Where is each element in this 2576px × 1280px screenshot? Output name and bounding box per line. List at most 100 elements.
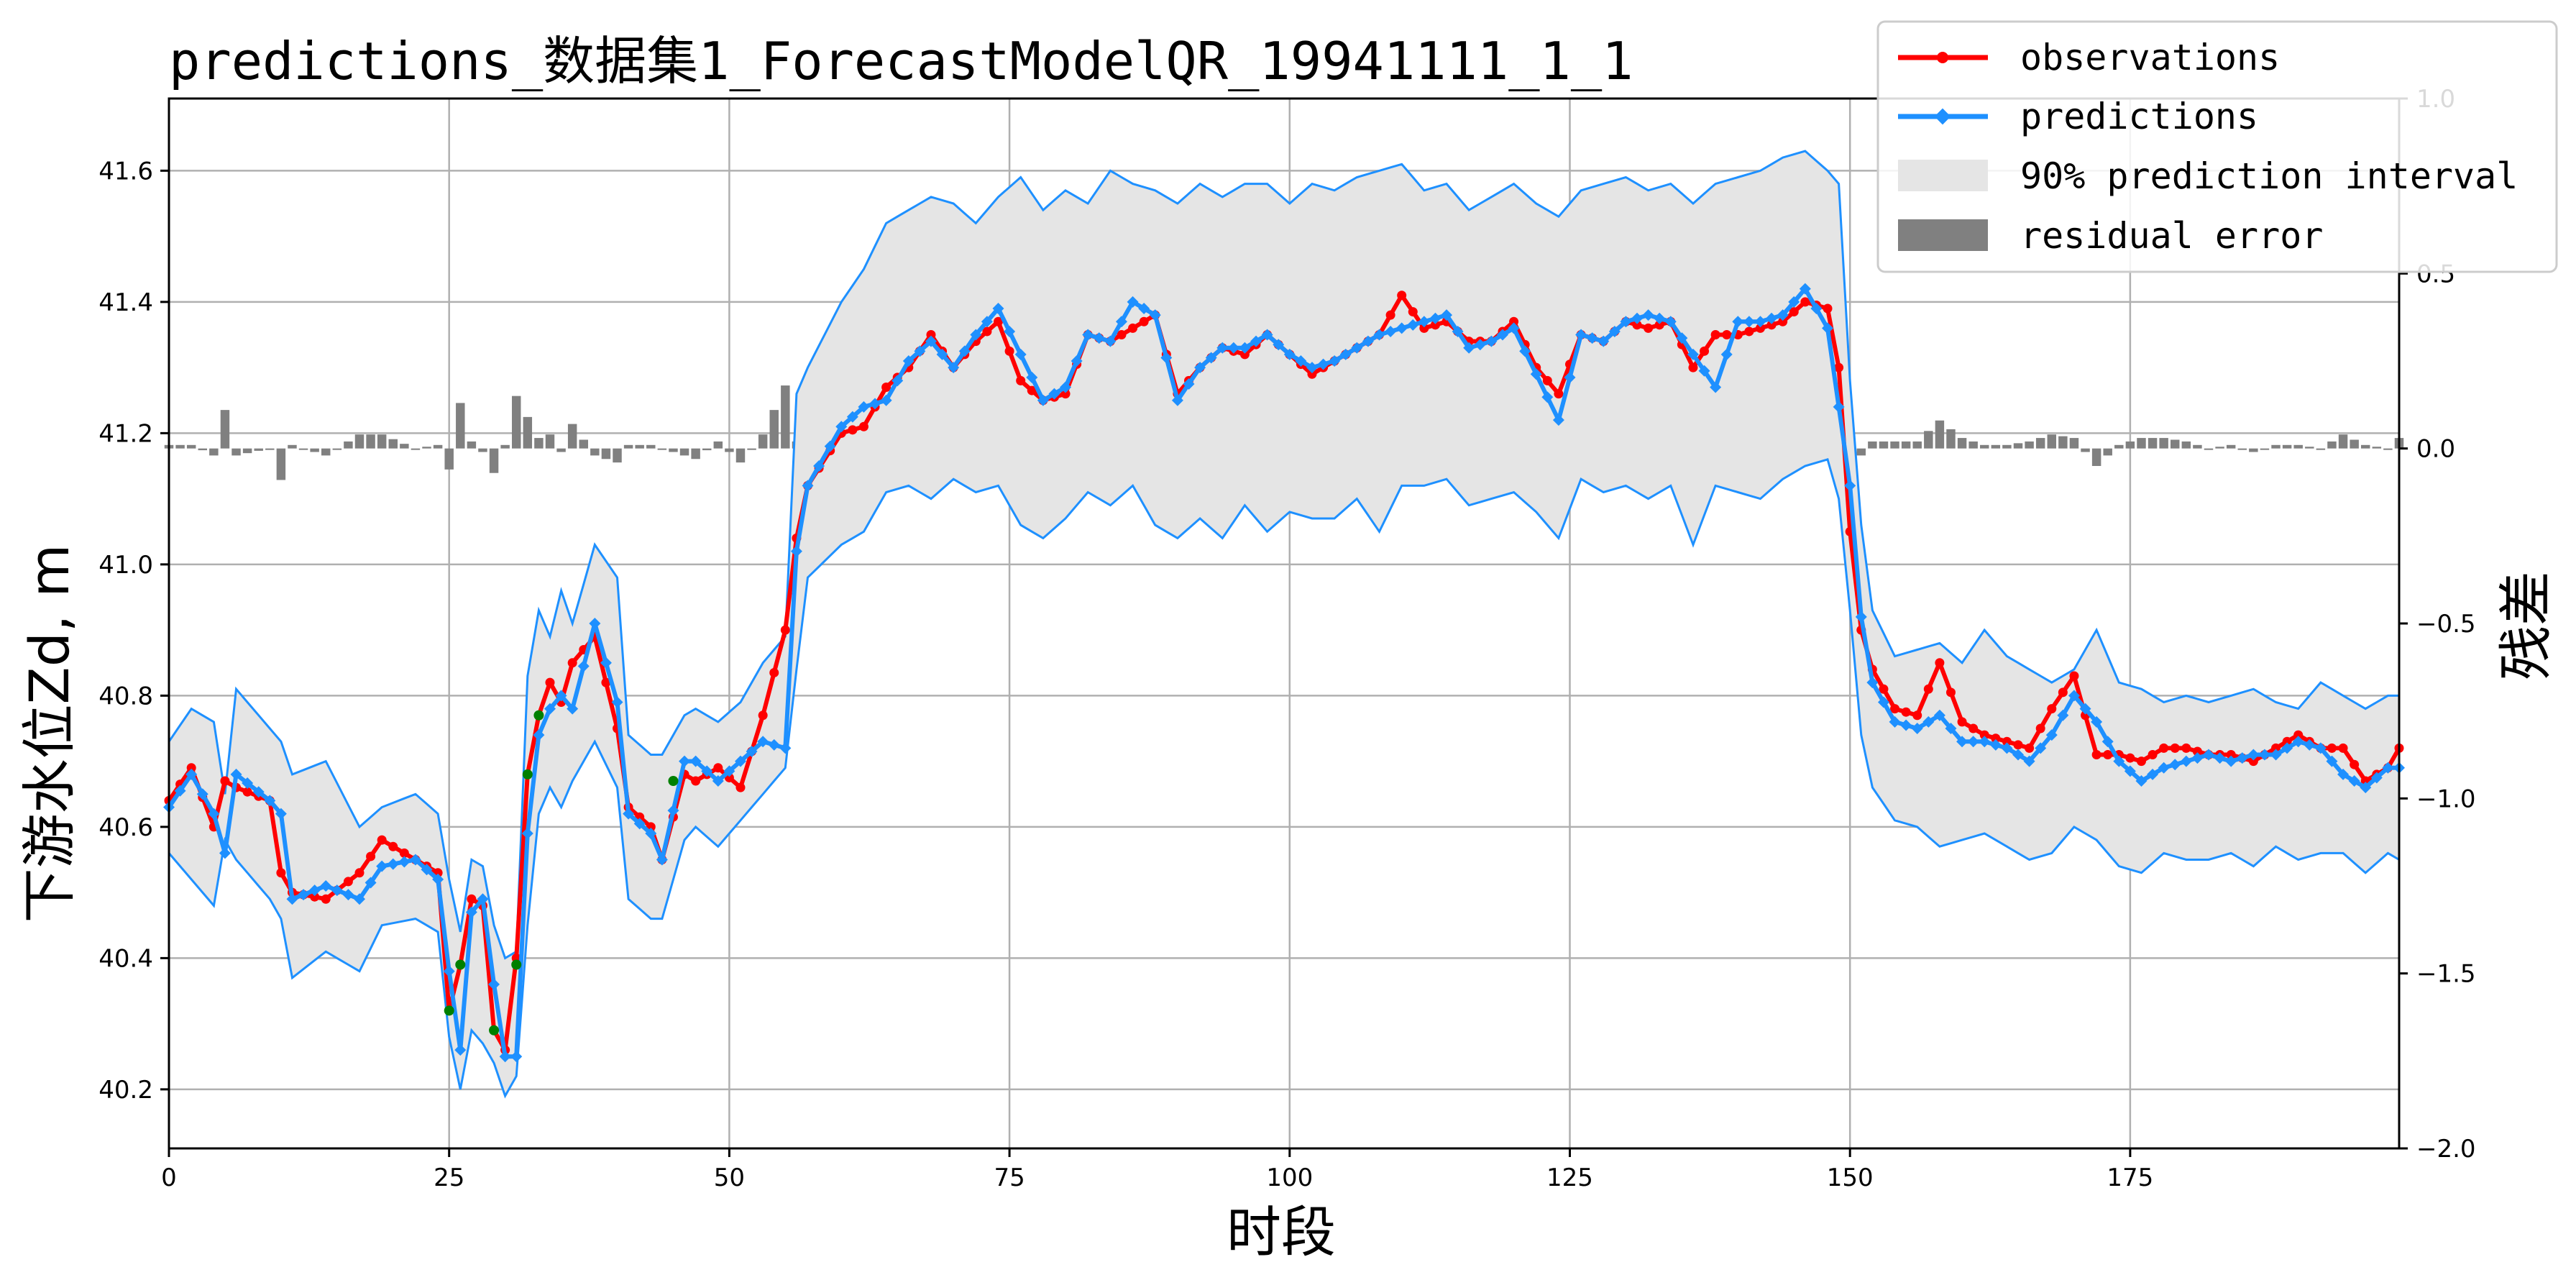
prediction-point: [1060, 381, 1072, 393]
observation-point: [2148, 750, 2158, 759]
prediction-point: [2035, 742, 2047, 754]
observation-point: [343, 877, 353, 887]
prediction-point: [252, 786, 265, 798]
prediction-point: [1395, 322, 1408, 334]
observation-point: [881, 383, 891, 392]
prediction-point: [1329, 355, 1341, 367]
residual-bar: [1912, 441, 1922, 449]
prediction-point: [2191, 752, 2204, 764]
prediction-point: [432, 873, 444, 885]
prediction-point: [1283, 348, 1296, 360]
observation-point: [1060, 389, 1071, 399]
prediction-point: [1339, 348, 1352, 360]
prediction-point: [2360, 782, 2372, 794]
prediction-point: [1631, 312, 1644, 324]
legend-observations-marker: [1937, 52, 1948, 63]
prediction-point: [2124, 765, 2136, 777]
residual-bar: [265, 448, 275, 450]
observation-point: [1632, 320, 1642, 330]
prediction-point: [2337, 768, 2350, 780]
prediction-point: [656, 854, 668, 866]
prediction-point: [2001, 742, 2013, 754]
prediction-point: [880, 394, 892, 406]
prediction-point: [1093, 332, 1105, 344]
prediction-point: [802, 480, 814, 492]
prediction-point: [2079, 703, 2091, 715]
residual-bar: [2025, 441, 2034, 449]
observation-point: [1945, 687, 1956, 698]
residual-bar: [2282, 444, 2292, 449]
residual-bar: [601, 448, 611, 460]
observation-point: [2350, 759, 2360, 769]
residual-bar: [288, 444, 297, 449]
outside-interval-point: [455, 959, 466, 970]
prediction-point: [623, 808, 635, 820]
prediction-point: [813, 460, 825, 472]
prediction-point: [1071, 355, 1083, 367]
y-tick-label: 40.8: [98, 682, 153, 710]
observation-point: [1430, 320, 1440, 330]
residual-bar: [2249, 448, 2258, 452]
observation-point: [1834, 362, 1844, 372]
prediction-point: [1183, 378, 1195, 390]
prediction-point: [454, 1044, 467, 1056]
prediction-point: [376, 860, 388, 872]
prediction-point: [1530, 368, 1542, 380]
observation-point: [769, 667, 779, 677]
prediction-point: [2147, 768, 2159, 780]
prediction-point: [1048, 388, 1060, 400]
residual-bar: [623, 444, 633, 449]
observation-point: [1117, 330, 1127, 339]
observation-point: [691, 776, 701, 786]
legend-residual-label: residual error: [2020, 215, 2323, 257]
residual-bar: [2125, 441, 2135, 449]
prediction-point: [1541, 391, 1554, 403]
prediction-point: [174, 785, 186, 797]
prediction-point: [1373, 329, 1385, 341]
x-tick-label: 25: [434, 1164, 464, 1192]
prediction-point: [1037, 394, 1049, 406]
residual-bar: [254, 448, 263, 451]
prediction-point: [1743, 316, 1755, 328]
residual-bar: [511, 396, 521, 449]
prediction-point: [533, 729, 545, 741]
observation-point: [1644, 323, 1654, 333]
prediction-point: [1866, 677, 1879, 689]
residual-bar: [232, 448, 241, 456]
residual-bar: [422, 447, 431, 449]
prediction-point: [768, 739, 780, 751]
prediction-point: [1732, 316, 1744, 328]
residual-bar: [545, 434, 555, 449]
prediction-point: [2348, 775, 2360, 787]
legend: observations predictions 90% prediction …: [1876, 20, 2558, 273]
prediction-point: [2135, 775, 2148, 787]
residual-bar: [725, 448, 734, 452]
y2-axis-label: 残差: [2494, 571, 2558, 680]
observation-point: [1408, 307, 1418, 317]
outside-interval-point: [444, 1005, 454, 1016]
observation-point: [926, 330, 936, 339]
residual-bar: [444, 448, 454, 470]
observation-point: [2170, 743, 2180, 753]
residual-bar: [747, 448, 756, 450]
residual-bar: [2305, 447, 2314, 449]
observation-point: [1879, 684, 1889, 694]
observation-point: [1385, 310, 1395, 320]
outside-interval-point: [489, 1025, 500, 1036]
legend-interval-label: 90% prediction interval: [2020, 155, 2518, 197]
prediction-point: [2292, 736, 2304, 748]
prediction-point: [858, 401, 870, 413]
observation-point: [2103, 750, 2113, 759]
residual-bar: [456, 403, 465, 449]
prediction-point: [2370, 772, 2383, 784]
residual-bar: [713, 441, 723, 449]
prediction-point: [970, 329, 982, 341]
prediction-point: [2225, 755, 2237, 767]
legend-predictions-marker: [1934, 108, 1951, 125]
observation-point: [388, 841, 398, 851]
observation-point: [1419, 323, 1429, 333]
prediction-point: [2012, 749, 2025, 761]
observation-point: [321, 894, 331, 904]
prediction-point: [398, 856, 411, 868]
